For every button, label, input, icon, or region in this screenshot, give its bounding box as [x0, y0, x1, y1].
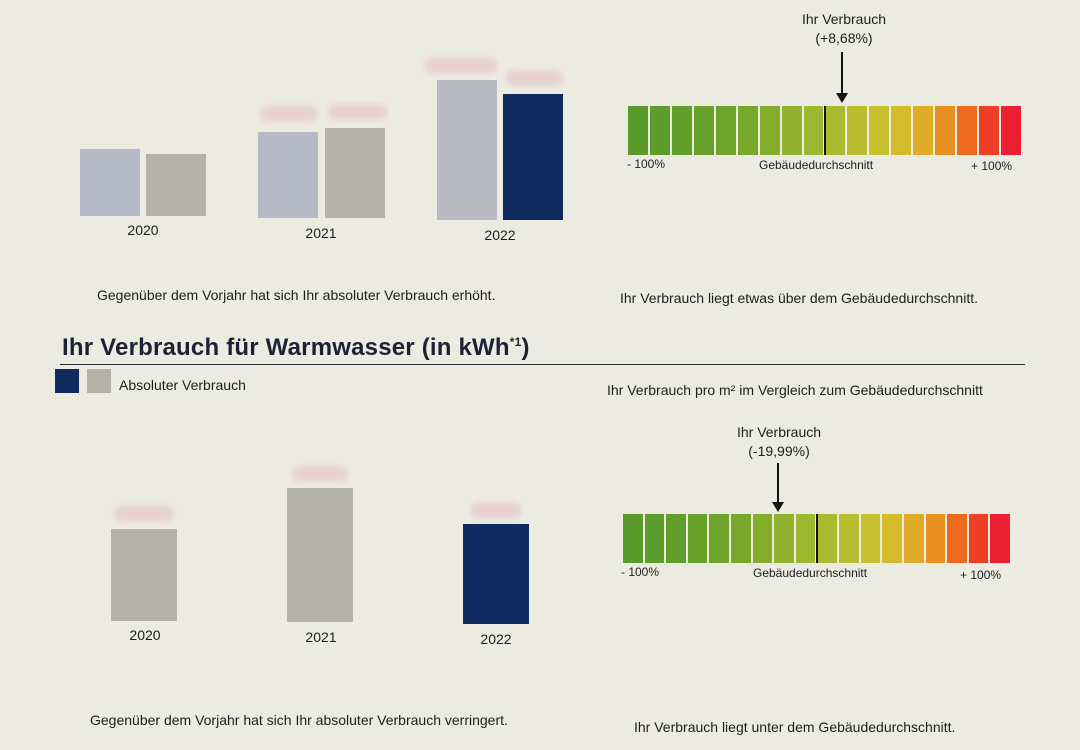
scale-min-label: - 100% — [621, 565, 660, 579]
scale-segment — [860, 514, 881, 563]
scale-segment — [649, 106, 670, 155]
scale-segment — [817, 514, 838, 563]
scale-segment — [847, 106, 868, 155]
scale-segment — [825, 106, 846, 155]
scale-segment — [891, 106, 912, 155]
scale-segment — [737, 106, 758, 155]
legend-label: Absoluter Verbrauch — [119, 377, 246, 393]
scale-segment — [903, 514, 924, 563]
scale-segment — [759, 106, 780, 155]
scale-segment — [882, 514, 902, 563]
scale-segment — [781, 106, 802, 155]
blurred-value-label — [470, 502, 522, 518]
scale-segment — [774, 514, 794, 563]
bar-2021-b — [325, 128, 385, 218]
blurred-value-label — [424, 58, 498, 74]
summary-text: Ihr Verbrauch liegt etwas über dem Gebäu… — [620, 290, 978, 306]
callout-value: (+8,68%) — [815, 30, 873, 46]
scale-segment — [671, 106, 692, 155]
scale-segment — [803, 106, 824, 155]
year-label: 2022 — [484, 227, 516, 243]
scale-segment — [869, 106, 890, 155]
callout-title: Ihr Verbrauch — [736, 424, 822, 440]
year-label: 2020 — [127, 222, 159, 238]
scale-segment — [968, 514, 989, 563]
scale-segment — [731, 514, 751, 563]
average-marker — [824, 106, 826, 155]
legend-swatch-previous — [87, 369, 111, 393]
scale-segment — [957, 106, 977, 155]
average-marker — [816, 514, 818, 563]
blurred-value-label — [114, 506, 174, 522]
arrow-icon — [777, 463, 780, 502]
blurred-value-label — [260, 106, 318, 122]
summary-text: Gegenüber dem Vorjahr hat sich Ihr absol… — [90, 712, 508, 728]
blurred-value-label — [292, 466, 348, 482]
summary-text: Ihr Verbrauch liegt unter dem Gebäudedur… — [634, 719, 956, 735]
scale-segment — [925, 514, 946, 563]
scale-segment — [947, 514, 967, 563]
comparison-subtitle: Ihr Verbrauch pro m² im Vergleich zum Ge… — [607, 382, 983, 398]
bar-2022-current — [503, 94, 563, 220]
blurred-value-label — [328, 104, 388, 120]
scale-segment — [1000, 106, 1021, 155]
scale-segment — [644, 514, 665, 563]
year-label: 2020 — [129, 627, 161, 643]
bar-2022-current — [463, 524, 529, 624]
callout-value: (-19,99%) — [748, 443, 810, 459]
bar-2020-b — [146, 154, 206, 216]
scale-segment — [990, 514, 1010, 563]
scale-segment — [752, 514, 773, 563]
bar-2021-a — [258, 132, 318, 218]
scale-segment — [913, 106, 934, 155]
arrow-icon — [841, 52, 844, 93]
scale-segment — [687, 514, 708, 563]
year-label: 2021 — [305, 629, 337, 645]
scale-segment — [935, 106, 956, 155]
bar-2021 — [287, 488, 353, 622]
arrow-head-icon — [836, 93, 849, 103]
summary-text: Gegenüber dem Vorjahr hat sich Ihr absol… — [97, 287, 496, 303]
section-divider — [60, 364, 1025, 365]
year-label: 2022 — [480, 631, 512, 647]
scale-center-label: Gebäudedurchschnitt — [759, 158, 874, 172]
scale-min-label: - 100% — [627, 157, 666, 171]
year-label: 2021 — [305, 225, 337, 241]
scale-segment — [623, 514, 643, 563]
scale-segment — [795, 514, 816, 563]
legend-swatch-current — [55, 369, 79, 393]
scale-segment — [693, 106, 714, 155]
scale-segment — [628, 106, 648, 155]
scale-segment — [715, 106, 736, 155]
deviation-scale — [623, 514, 1010, 563]
bar-2020 — [111, 529, 177, 621]
scale-segment — [979, 106, 999, 155]
scale-segment — [709, 514, 730, 563]
scale-max-label: + 100% — [960, 568, 1002, 582]
arrow-head-icon — [772, 502, 785, 512]
bar-2020-a — [80, 149, 140, 216]
callout-title: Ihr Verbrauch — [801, 11, 887, 27]
blurred-value-label — [505, 70, 563, 86]
bar-2022-a — [437, 80, 497, 220]
section-heading: Ihr Verbrauch für Warmwasser (in kWh*1) — [62, 334, 530, 361]
scale-segment — [839, 514, 859, 563]
scale-center-label: Gebäudedurchschnitt — [753, 566, 868, 580]
scale-max-label: + 100% — [971, 159, 1013, 173]
deviation-scale — [628, 106, 1021, 155]
scale-segment — [666, 514, 686, 563]
